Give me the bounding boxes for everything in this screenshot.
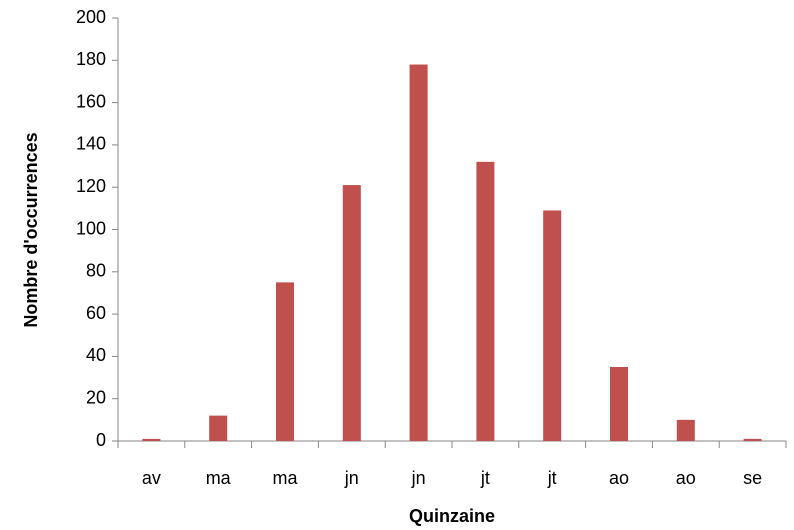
bar: [342, 185, 361, 441]
x-tick-label: jt: [547, 468, 557, 488]
y-tick-label: 20: [86, 387, 106, 407]
bar: [609, 366, 629, 441]
bar: [275, 282, 295, 441]
bar: [142, 438, 161, 441]
x-tick-label: ma: [206, 468, 232, 488]
x-axis-title: Quinzaine: [409, 506, 495, 526]
y-tick-label: 120: [76, 176, 106, 196]
y-tick-label: 200: [76, 7, 106, 27]
bar: [743, 438, 762, 441]
x-tick-label: ao: [609, 468, 629, 488]
bar: [409, 64, 428, 441]
y-axis-title: Nombre d'occurrences: [21, 132, 41, 327]
y-tick-label: 100: [76, 218, 106, 238]
y-tick-label: 60: [86, 303, 106, 323]
x-tick-label: jt: [480, 468, 490, 488]
bar: [209, 415, 228, 441]
bar: [476, 161, 495, 441]
bar: [543, 210, 562, 441]
y-tick-label: 140: [76, 134, 106, 154]
y-tick-label: 160: [76, 91, 106, 111]
y-tick-label: 0: [96, 430, 106, 450]
x-tick-label: jn: [344, 468, 359, 488]
y-tick-label: 180: [76, 49, 106, 69]
x-tick-label: se: [743, 468, 762, 488]
x-tick-label: av: [142, 468, 161, 488]
y-tick-label: 40: [86, 345, 106, 365]
x-tick-label: ma: [272, 468, 298, 488]
y-tick-label: 80: [86, 261, 106, 281]
x-tick-label: ao: [676, 468, 696, 488]
x-tick-label: jn: [411, 468, 426, 488]
bar: [676, 419, 695, 441]
